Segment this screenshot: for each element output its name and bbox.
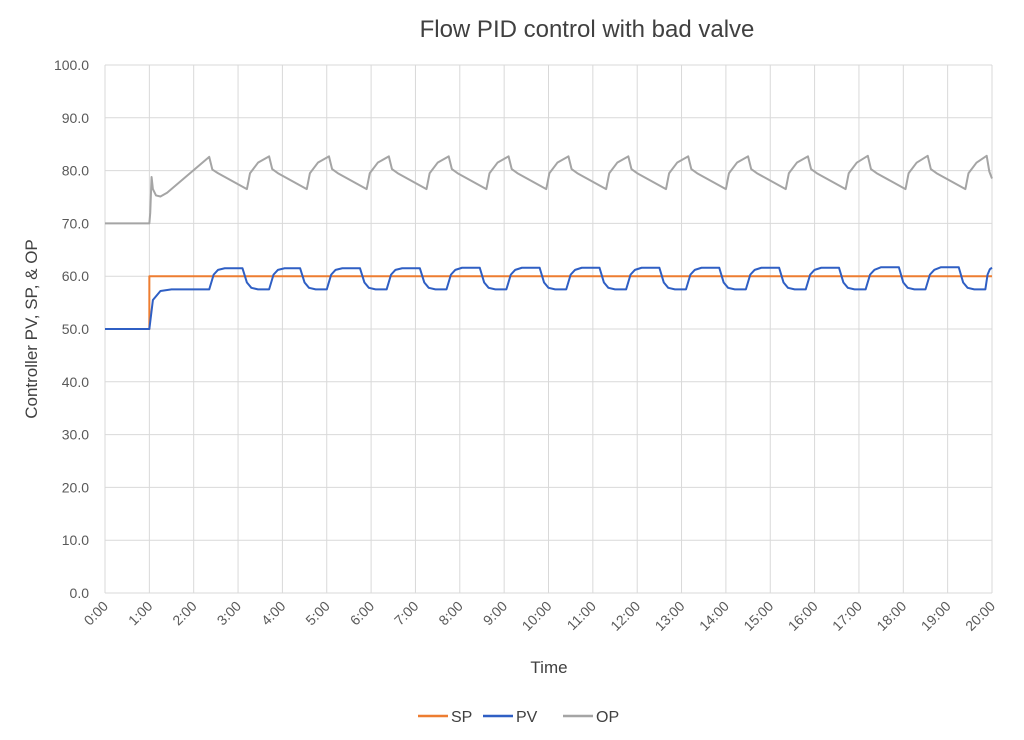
y-axis-ticks: 0.0 10.0 20.0 30.0 40.0 50.0 60.0 70.0 80.0 90.0 1… xyxy=(54,57,89,601)
x-tick-label: 19:00 xyxy=(918,598,954,634)
x-axis-title: Time xyxy=(530,658,567,677)
x-tick-label: 18:00 xyxy=(873,598,909,634)
x-tick-label: 6:00 xyxy=(347,598,378,629)
gridlines xyxy=(104,64,993,594)
x-tick-label: 0:00 xyxy=(81,598,112,629)
x-tick-label: 9:00 xyxy=(480,598,511,629)
legend-label: SP xyxy=(451,709,472,726)
y-tick-label: 90.0 xyxy=(62,110,89,126)
legend-item-pv: PV xyxy=(483,709,538,726)
x-tick-label: 7:00 xyxy=(391,598,422,629)
x-tick-label: 11:00 xyxy=(564,598,600,634)
legend-item-op: OP xyxy=(563,709,619,726)
x-tick-label: 13:00 xyxy=(652,598,688,634)
legend-label: PV xyxy=(516,709,538,726)
x-tick-label: 1:00 xyxy=(125,598,156,629)
y-tick-label: 0.0 xyxy=(70,585,90,601)
x-tick-label: 8:00 xyxy=(435,598,466,629)
x-tick-label: 16:00 xyxy=(785,598,821,634)
x-tick-label: 4:00 xyxy=(258,598,289,629)
x-tick-label: 15:00 xyxy=(740,598,776,634)
legend-label: OP xyxy=(596,709,619,726)
series-line-op xyxy=(105,154,993,225)
x-tick-label: 3:00 xyxy=(214,598,245,629)
x-tick-label: 10:00 xyxy=(519,598,555,634)
y-tick-label: 100.0 xyxy=(54,57,89,73)
y-tick-label: 30.0 xyxy=(62,427,89,443)
x-tick-label: 17:00 xyxy=(829,598,865,634)
legend: SP PV OP xyxy=(418,709,619,726)
y-tick-label: 60.0 xyxy=(62,268,89,284)
y-tick-label: 50.0 xyxy=(62,321,89,337)
series-line-pv xyxy=(105,266,993,330)
y-tick-label: 70.0 xyxy=(62,215,89,231)
y-axis-title: Controller PV, SP, & OP xyxy=(22,239,41,419)
series-layer xyxy=(105,154,993,330)
x-tick-label: 14:00 xyxy=(696,598,732,634)
x-tick-label: 20:00 xyxy=(962,598,998,634)
y-tick-label: 40.0 xyxy=(62,374,89,390)
legend-item-sp: SP xyxy=(418,709,472,726)
x-tick-label: 5:00 xyxy=(302,598,333,629)
x-tick-label: 2:00 xyxy=(169,598,200,629)
x-axis-ticks: 0:00 1:00 2:00 3:00 4:00 5:00 6:00 7:00 8:00 9:00… xyxy=(81,598,999,634)
y-tick-label: 10.0 xyxy=(62,532,89,548)
chart-title: Flow PID control with bad valve xyxy=(420,16,755,43)
x-tick-label: 12:00 xyxy=(607,598,643,634)
y-tick-label: 20.0 xyxy=(62,479,89,495)
y-tick-label: 80.0 xyxy=(62,163,89,179)
